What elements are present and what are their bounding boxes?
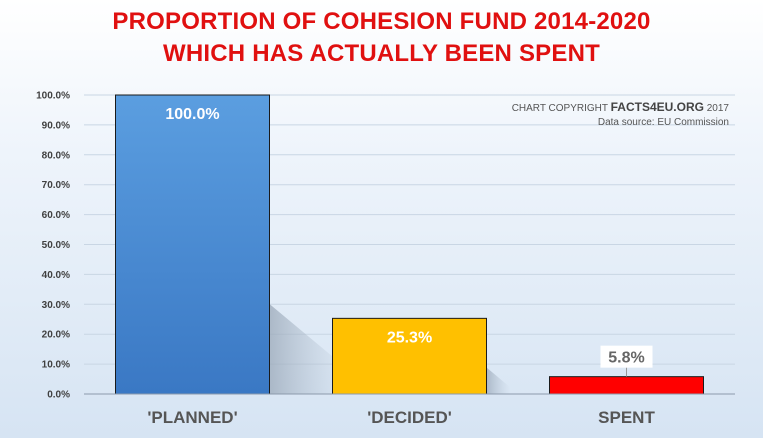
copyright-prefix: CHART COPYRIGHT (511, 103, 608, 114)
bar-decided (332, 317, 487, 395)
chart-title-line1: PROPORTION OF COHESION FUND 2014-2020 (112, 8, 651, 35)
x-category-label: SPENT (598, 408, 655, 427)
y-tick-label: 80.0% (42, 150, 70, 161)
x-category-label: 'PLANNED' (147, 408, 237, 427)
data-source: Data source: EU Commission (597, 117, 729, 128)
y-tick-label: 60.0% (42, 210, 70, 221)
copyright-brand: FACTS4EU.ORG (610, 100, 704, 114)
data-label-decided: 25.3% (387, 329, 432, 346)
y-tick-label: 50.0% (42, 240, 70, 251)
copyright-year: 2017 (706, 103, 729, 114)
data-label-box (600, 345, 653, 368)
y-tick-label: 40.0% (42, 270, 70, 281)
chart-title-line2: WHICH HAS ACTUALLY BEEN SPENT (163, 40, 600, 67)
y-tick-label: 10.0% (42, 360, 70, 371)
y-tick-label: 20.0% (42, 330, 70, 341)
bar-planned (115, 94, 270, 395)
y-tick-label: 100.0% (36, 91, 70, 102)
y-tick-label: 0.0% (47, 390, 70, 401)
y-tick-label: 70.0% (42, 180, 70, 191)
copyright-note: CHART COPYRIGHT FACTS4EU.ORG 2017 Data s… (512, 100, 729, 130)
x-category-label: 'DECIDED' (367, 408, 452, 427)
y-tick-label: 90.0% (42, 120, 70, 131)
bar-shadow (269, 304, 351, 394)
bar-spent (549, 376, 704, 395)
data-label-spent: 5.8% (608, 350, 644, 367)
bar-shadow (486, 367, 511, 394)
data-label-planned: 100.0% (165, 106, 219, 123)
y-tick-label: 30.0% (42, 300, 70, 311)
